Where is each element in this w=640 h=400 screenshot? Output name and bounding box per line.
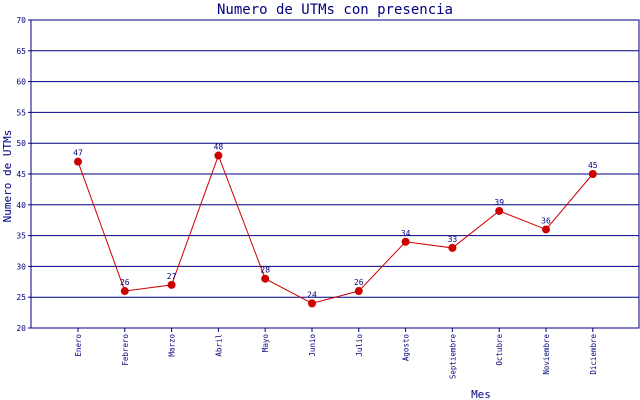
y-tick-label: 20 xyxy=(16,324,26,333)
data-point xyxy=(495,206,504,215)
y-tick-label: 50 xyxy=(16,139,26,148)
x-tick-label: Agosto xyxy=(402,334,411,362)
data-point xyxy=(354,287,363,296)
data-label: 24 xyxy=(307,290,317,299)
data-point xyxy=(308,299,316,308)
y-tick-label: 65 xyxy=(16,47,26,56)
y-tick-label: 55 xyxy=(16,108,26,117)
data-point xyxy=(401,237,410,246)
data-point xyxy=(120,287,129,296)
series-line xyxy=(77,154,594,304)
data-point xyxy=(214,151,223,160)
data-label: 39 xyxy=(494,198,504,207)
y-axis-label: Numero de UTMs xyxy=(1,130,14,223)
y-tick-label: 40 xyxy=(16,201,26,210)
x-tick-label: Noviembre xyxy=(542,334,551,375)
data-label: 36 xyxy=(541,216,551,225)
data-point xyxy=(542,225,550,234)
data-point xyxy=(167,280,176,289)
data-point xyxy=(74,157,82,166)
data-label: 33 xyxy=(448,235,458,244)
data-label: 27 xyxy=(167,272,177,281)
y-tick-label: 35 xyxy=(16,232,26,241)
x-tick-label: Febrero xyxy=(121,334,130,366)
data-label: 26 xyxy=(354,278,364,287)
y-tick-label: 70 xyxy=(16,16,26,25)
data-label: 47 xyxy=(73,149,83,158)
data-point xyxy=(448,243,457,252)
y-tick-label: 45 xyxy=(16,170,26,179)
x-axis-label: Mes xyxy=(471,388,491,400)
x-axis-ticks: Enero Febrero Marzo Abril Mayo Junio Julio Agos… xyxy=(74,328,598,379)
x-tick-label: Septiembre xyxy=(448,334,457,380)
data-label: 28 xyxy=(260,266,270,275)
x-tick-label: Enero xyxy=(74,334,83,357)
x-tick-label: Abril xyxy=(214,334,223,357)
x-tick-label: Marzo xyxy=(168,334,177,357)
y-tick-label: 30 xyxy=(16,262,26,271)
x-tick-label: Julio xyxy=(355,334,364,357)
x-tick-label: Junio xyxy=(308,334,317,357)
x-tick-label: Diciembre xyxy=(589,334,598,375)
data-point xyxy=(261,274,270,283)
data-label: 45 xyxy=(588,161,598,170)
y-tick-label: 25 xyxy=(16,293,26,302)
y-axis-ticks: 20 25 30 35 40 45 50 55 60 65 70 xyxy=(16,16,31,333)
chart-title: Numero de UTMs con presencia xyxy=(217,2,453,18)
data-label: 34 xyxy=(401,229,411,238)
y-tick-label: 60 xyxy=(16,78,26,87)
x-tick-label: Octubre xyxy=(495,334,504,366)
x-tick-label: Mayo xyxy=(261,334,270,353)
data-point xyxy=(588,170,597,178)
series-layer: 47 26 27 48 28 24 26 34 33 39 36 45 xyxy=(73,143,598,308)
data-label: 48 xyxy=(214,143,224,152)
data-label: 26 xyxy=(120,278,130,287)
